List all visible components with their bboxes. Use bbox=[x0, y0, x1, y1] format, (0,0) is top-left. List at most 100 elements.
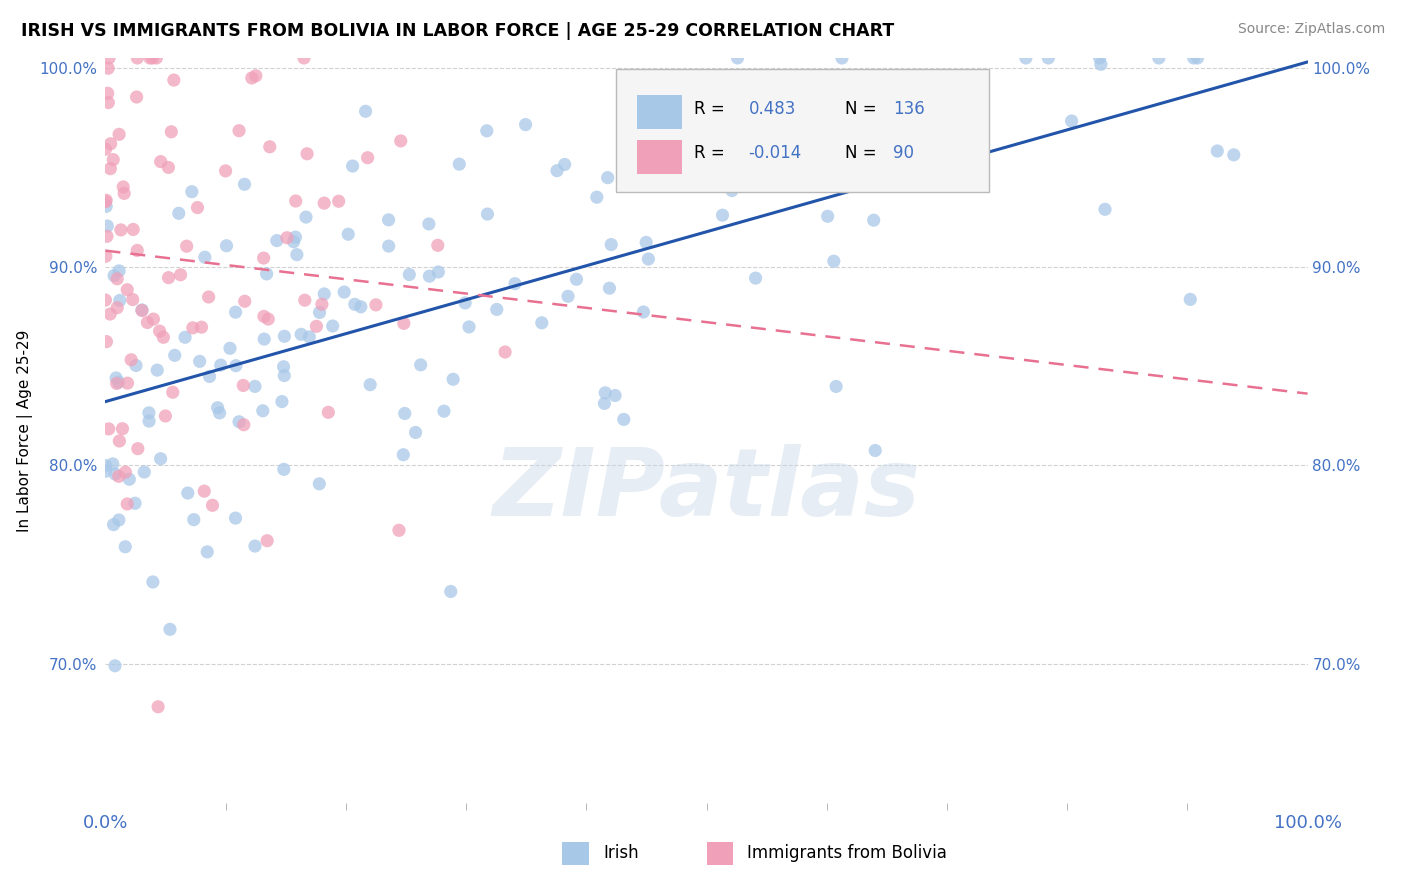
Point bbox=[94, 458, 117, 473]
Point bbox=[108, 128, 131, 142]
Point bbox=[1187, 51, 1209, 65]
Point bbox=[228, 124, 250, 138]
Point bbox=[253, 332, 276, 346]
Point bbox=[146, 699, 169, 714]
Point bbox=[177, 486, 200, 500]
Point bbox=[308, 476, 330, 491]
Y-axis label: In Labor Force | Age 25-29: In Labor Force | Age 25-29 bbox=[17, 329, 34, 532]
FancyBboxPatch shape bbox=[616, 70, 988, 192]
Point bbox=[593, 385, 616, 400]
Point bbox=[706, 148, 728, 162]
Point bbox=[253, 310, 276, 324]
Point bbox=[96, 199, 118, 213]
Point bbox=[1182, 51, 1205, 65]
Point bbox=[257, 312, 280, 326]
Point bbox=[190, 320, 212, 334]
Bar bbox=[707, 842, 733, 864]
Point bbox=[494, 345, 516, 359]
Point bbox=[112, 180, 135, 194]
Point bbox=[114, 540, 136, 554]
Point bbox=[120, 352, 142, 367]
Point bbox=[515, 118, 537, 132]
Point bbox=[149, 324, 172, 338]
Point bbox=[131, 303, 153, 318]
Point bbox=[426, 238, 449, 252]
Point bbox=[243, 539, 266, 553]
Point bbox=[1180, 293, 1202, 307]
Point bbox=[108, 264, 131, 278]
Point bbox=[233, 294, 256, 309]
Text: N =: N = bbox=[845, 100, 876, 118]
Point bbox=[160, 125, 183, 139]
Point bbox=[356, 151, 378, 165]
Point bbox=[292, 51, 315, 65]
Point bbox=[94, 464, 117, 478]
Point bbox=[1060, 114, 1083, 128]
Point bbox=[427, 265, 450, 279]
Text: Irish: Irish bbox=[603, 845, 638, 863]
Point bbox=[1090, 57, 1112, 71]
Text: Source: ZipAtlas.com: Source: ZipAtlas.com bbox=[1237, 22, 1385, 37]
Point bbox=[103, 517, 125, 532]
Point bbox=[1223, 148, 1246, 162]
Point bbox=[112, 186, 135, 201]
Point bbox=[108, 513, 131, 527]
Point bbox=[603, 388, 626, 402]
Point bbox=[163, 348, 186, 362]
Point bbox=[146, 363, 169, 377]
Point bbox=[389, 134, 412, 148]
Point bbox=[96, 334, 118, 349]
Bar bbox=[637, 140, 682, 174]
Point bbox=[228, 415, 250, 429]
Point bbox=[219, 341, 242, 355]
Point bbox=[711, 208, 734, 222]
Point bbox=[546, 163, 568, 178]
Point bbox=[256, 533, 278, 548]
Point bbox=[298, 330, 321, 344]
Point bbox=[727, 51, 749, 65]
Point bbox=[127, 244, 149, 258]
Point bbox=[721, 184, 744, 198]
Point bbox=[107, 376, 129, 390]
Point bbox=[94, 249, 117, 263]
Point bbox=[252, 404, 274, 418]
Point bbox=[195, 545, 218, 559]
Text: ZIPatlas: ZIPatlas bbox=[492, 444, 921, 536]
Point bbox=[115, 497, 138, 511]
Point bbox=[290, 327, 312, 342]
Point bbox=[232, 417, 254, 432]
Point bbox=[285, 247, 308, 261]
Point bbox=[870, 74, 893, 88]
Point bbox=[1206, 144, 1229, 158]
Point bbox=[333, 285, 356, 299]
Point bbox=[1094, 202, 1116, 217]
Point bbox=[96, 194, 118, 208]
Point bbox=[586, 190, 609, 204]
Point bbox=[159, 623, 181, 637]
Point bbox=[108, 434, 131, 448]
Point bbox=[157, 161, 180, 175]
Point bbox=[108, 293, 131, 308]
Point bbox=[111, 422, 134, 436]
Point bbox=[149, 451, 172, 466]
Point bbox=[823, 254, 845, 268]
Text: Immigrants from Bolivia: Immigrants from Bolivia bbox=[748, 845, 948, 863]
Point bbox=[405, 425, 427, 440]
Point bbox=[350, 300, 373, 314]
Point bbox=[176, 239, 198, 253]
Point bbox=[138, 406, 160, 420]
Point bbox=[134, 465, 156, 479]
Point bbox=[149, 154, 172, 169]
Point bbox=[105, 376, 128, 391]
Point bbox=[107, 469, 129, 483]
Point bbox=[322, 318, 344, 333]
Point bbox=[188, 354, 211, 368]
Point bbox=[295, 210, 318, 224]
Point bbox=[152, 330, 174, 344]
Point bbox=[225, 511, 247, 525]
Point bbox=[418, 217, 440, 231]
Point bbox=[117, 283, 139, 297]
Point bbox=[155, 409, 177, 423]
Point bbox=[276, 231, 298, 245]
Point bbox=[127, 51, 149, 65]
